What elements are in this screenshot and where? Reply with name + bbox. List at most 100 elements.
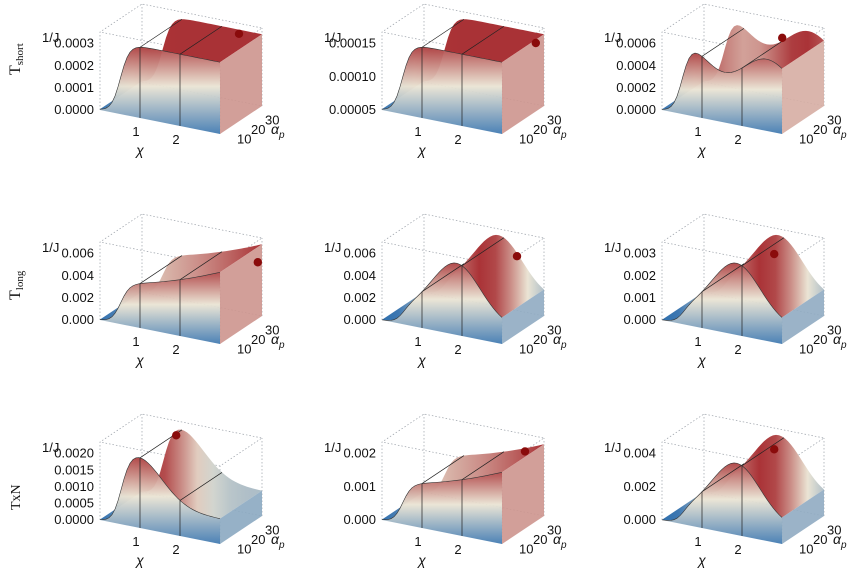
panels: 0.00030.00020.00010.00001/J12χ102030αp0.… <box>42 3 847 568</box>
z-tick-label: 0.0001 <box>54 80 94 95</box>
x-tick-label: 1 <box>132 124 139 139</box>
x-axis-label: χ <box>134 552 144 568</box>
z-tick-label: 0.006 <box>61 246 94 261</box>
surface-front <box>382 262 502 344</box>
surface-front <box>382 47 502 134</box>
surface-top <box>100 19 262 110</box>
surface-top <box>382 234 544 321</box>
mesh-line <box>139 18 183 118</box>
row-label-3: TxN <box>9 484 24 510</box>
z-axis-label: 1/J <box>604 30 621 45</box>
y-axis-label: αp <box>833 121 847 141</box>
y-tick-label: 30 <box>547 523 561 538</box>
x-axis-label: χ <box>134 352 144 368</box>
surface-end <box>782 489 824 544</box>
x-tick-label: 2 <box>172 542 179 557</box>
x-tick-label: 1 <box>414 124 421 139</box>
peak-marker <box>512 252 522 261</box>
z-tick-label: 0.001 <box>343 479 376 494</box>
z-axis-label: 1/J <box>604 240 621 255</box>
y-tick-label: 10 <box>237 541 251 556</box>
y-tick-label: 20 <box>251 332 265 347</box>
y-tick-label: 10 <box>799 131 813 146</box>
z-tick-label: 0.0000 <box>54 512 94 527</box>
peak-marker <box>770 249 779 259</box>
y-tick-label: 30 <box>547 113 561 128</box>
z-tick-label: 0.006 <box>343 246 376 261</box>
surface-end <box>220 490 262 544</box>
z-axis-label: 1/J <box>324 440 341 455</box>
surface-top <box>662 234 824 321</box>
mesh-line <box>741 39 785 126</box>
surface-front <box>100 47 220 134</box>
z-tick-label: 0.002 <box>343 290 376 305</box>
mesh-line <box>381 262 503 321</box>
y-axis-label: αp <box>833 331 847 351</box>
y-tick-label: 10 <box>237 131 251 146</box>
y-tick-label: 20 <box>813 332 827 347</box>
surface-front <box>662 262 782 344</box>
mesh-line <box>701 263 745 328</box>
x-tick-label: 1 <box>414 334 421 349</box>
z-axis-label: 1/J <box>42 240 59 255</box>
mesh-line <box>741 437 785 536</box>
y-axis-label: αp <box>271 121 285 141</box>
y-axis-label: αp <box>271 331 285 351</box>
surface-end <box>502 444 544 544</box>
y-axis-label: αp <box>271 531 285 551</box>
x-axis-label: χ <box>696 552 706 568</box>
mesh-line <box>99 457 221 520</box>
y-tick-label: 10 <box>237 341 251 356</box>
z-tick-label: 0.0020 <box>54 446 94 461</box>
y-tick-label: 30 <box>265 113 279 128</box>
mesh-line <box>741 237 785 336</box>
y-axis-label: αp <box>553 331 567 351</box>
x-tick-label: 2 <box>454 542 461 557</box>
z-tick-label: 0.003 <box>623 246 656 261</box>
x-tick-label: 1 <box>694 534 701 549</box>
z-tick-label: 0.0015 <box>54 462 94 477</box>
row-label-1: Tshort <box>7 43 26 75</box>
z-axis-label: 1/J <box>324 30 341 45</box>
z-tick-label: 0.0000 <box>616 102 656 117</box>
z-tick-label: 0.002 <box>61 290 94 305</box>
x-axis-label: χ <box>696 352 706 368</box>
z-tick-label: 0.000 <box>343 312 376 327</box>
mesh-line <box>179 25 223 126</box>
z-axis-label: 1/J <box>42 30 59 45</box>
x-axis-label: χ <box>416 352 426 368</box>
y-tick-label: 30 <box>265 523 279 538</box>
y-tick-label: 30 <box>827 523 841 538</box>
x-axis-label: χ <box>134 142 144 158</box>
x-tick-label: 1 <box>694 124 701 139</box>
z-tick-label: 0.004 <box>343 268 376 283</box>
y-tick-label: 10 <box>799 541 813 556</box>
z-tick-label: 0.0005 <box>54 495 94 510</box>
z-tick-label: 0.002 <box>623 479 656 494</box>
x-tick-label: 2 <box>172 132 179 147</box>
z-tick-label: 0.00005 <box>329 102 376 117</box>
z-tick-label: 0.000 <box>623 512 656 527</box>
mesh-line <box>661 262 783 321</box>
z-tick-label: 0.0004 <box>616 58 656 73</box>
y-tick-label: 20 <box>251 122 265 137</box>
mesh-line <box>461 451 505 536</box>
mesh-line <box>661 52 783 110</box>
y-tick-label: 20 <box>251 532 265 547</box>
surface-front <box>100 272 220 344</box>
peak-marker <box>770 445 779 454</box>
mesh-line <box>421 18 465 118</box>
mesh-line <box>381 46 503 110</box>
z-tick-label: 0.001 <box>623 290 656 305</box>
mesh-line <box>461 237 505 336</box>
mesh-line <box>139 429 183 528</box>
row-label-2: Tlong <box>7 270 26 300</box>
surface-top <box>382 444 544 520</box>
surface-top <box>100 244 262 320</box>
surface-front <box>100 457 220 544</box>
